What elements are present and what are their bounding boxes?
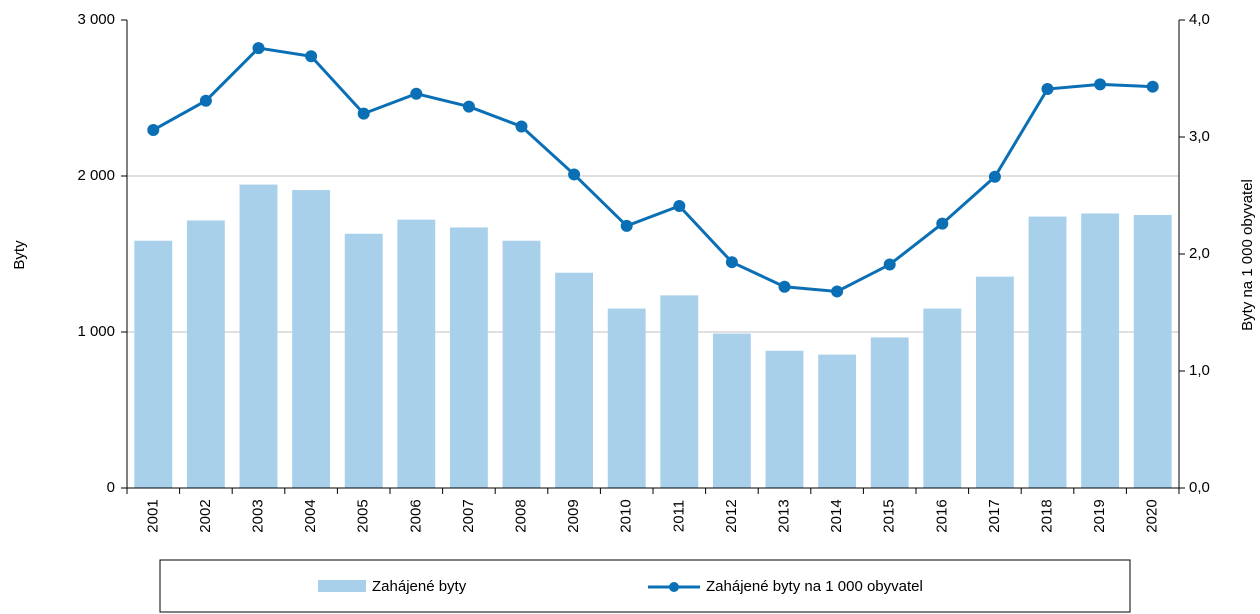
x-tick-label: 2013	[775, 499, 792, 532]
x-tick-label: 2004	[302, 499, 319, 532]
line-marker	[462, 100, 475, 113]
y-tick-label: 3 000	[77, 11, 115, 28]
x-tick-label: 2002	[197, 499, 214, 532]
legend-swatch	[669, 582, 679, 592]
bar	[975, 276, 1014, 488]
bar	[1081, 213, 1120, 488]
bar	[397, 219, 436, 488]
bar	[818, 354, 857, 488]
line-marker	[515, 120, 528, 133]
x-tick-label: 2018	[1038, 499, 1055, 532]
line-marker	[1146, 80, 1159, 93]
bar	[870, 337, 909, 488]
x-tick-label: 2001	[144, 499, 161, 532]
bar	[502, 240, 541, 488]
line-marker	[1094, 78, 1107, 91]
x-tick-label: 2010	[618, 499, 635, 532]
y-axis-title: Byty	[11, 240, 28, 270]
bar	[449, 227, 488, 489]
line-marker	[1041, 83, 1054, 96]
x-tick-label: 2007	[460, 499, 477, 532]
y2-tick-label: 4,0	[1189, 11, 1210, 28]
legend-label: Zahájené byty na 1 000 obyvatel	[706, 578, 923, 595]
bar	[1028, 216, 1067, 488]
bar	[555, 272, 594, 488]
line-marker	[199, 94, 212, 107]
line-marker	[988, 170, 1001, 183]
x-tick-label: 2011	[670, 500, 687, 532]
line-marker	[305, 50, 318, 63]
line-marker	[568, 168, 581, 181]
x-tick-label: 2020	[1144, 499, 1161, 532]
bar	[607, 308, 646, 488]
y2-tick-label: 0,0	[1189, 479, 1210, 496]
x-tick-label: 2014	[828, 499, 845, 532]
bar	[239, 184, 278, 488]
x-tick-label: 2008	[512, 499, 529, 532]
x-tick-label: 2015	[881, 499, 898, 532]
line-marker	[725, 256, 738, 269]
line-marker	[147, 123, 160, 136]
bar	[923, 308, 962, 488]
x-tick-label: 2003	[249, 499, 266, 532]
y2-tick-label: 1,0	[1189, 362, 1210, 379]
line	[152, 46, 1153, 293]
line-marker	[778, 280, 791, 293]
x-tick-label: 2016	[933, 499, 950, 532]
bar	[765, 350, 804, 488]
line-marker	[410, 87, 423, 100]
y-tick-label: 2 000	[77, 167, 115, 184]
y2-axis-title: Byty na 1 000 obyvatel	[1239, 179, 1256, 331]
bar	[660, 295, 699, 488]
line-marker	[883, 258, 896, 271]
legend-label: Zahájené byty	[372, 578, 467, 595]
line-marker	[831, 285, 844, 298]
bar	[134, 240, 173, 488]
x-tick-label: 2009	[565, 499, 582, 532]
legend	[159, 559, 1131, 613]
x-tick-label: 2019	[1091, 499, 1108, 532]
y2-tick-label: 2,0	[1189, 245, 1210, 262]
bar	[344, 233, 383, 488]
line-marker	[357, 107, 370, 120]
bar	[292, 190, 331, 489]
y2-tick-label: 3,0	[1189, 128, 1210, 145]
y-tick-label: 1 000	[77, 323, 115, 340]
x-tick-label: 2012	[723, 499, 740, 532]
line-marker	[252, 42, 265, 55]
bar	[186, 220, 225, 488]
x-tick-label: 2006	[407, 499, 424, 532]
bar	[712, 333, 751, 488]
legend-swatch	[318, 580, 366, 592]
x-tick-label: 2005	[355, 499, 372, 532]
line-marker	[620, 219, 633, 232]
y-tick-label: 0	[107, 479, 115, 496]
x-tick-label: 2017	[986, 499, 1003, 532]
bar	[1133, 215, 1172, 488]
line-marker	[936, 217, 949, 230]
line-marker	[673, 200, 686, 213]
